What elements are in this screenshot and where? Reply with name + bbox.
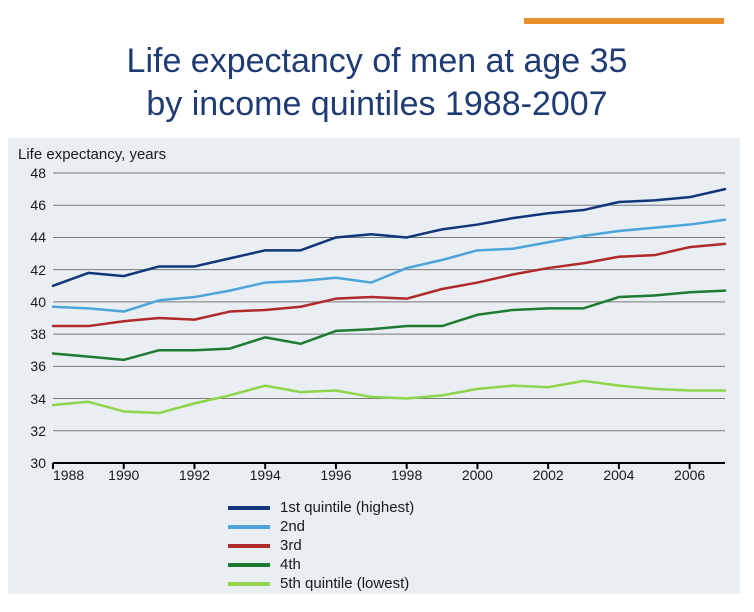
legend-item-q1: 1st quintile (highest): [228, 498, 414, 517]
legend-swatch: [228, 563, 270, 567]
series-q5: [53, 381, 725, 413]
y-tick-label: 38: [16, 326, 46, 342]
y-tick-label: 48: [16, 165, 46, 181]
x-tick-label: 1990: [108, 467, 139, 483]
legend-label: 2nd: [280, 518, 305, 535]
x-tick-label: 2002: [533, 467, 564, 483]
legend-swatch: [228, 582, 270, 586]
y-tick-label: 42: [16, 262, 46, 278]
title-line-2: by income quintiles 1988-2007: [146, 85, 607, 123]
title-line-1: Life expectancy of men at age 35: [127, 42, 628, 80]
x-tick-label: 1992: [179, 467, 210, 483]
y-tick-label: 32: [16, 423, 46, 439]
line-chart: [53, 173, 725, 463]
accent-bar: [524, 18, 724, 24]
y-tick-label: 36: [16, 358, 46, 374]
slide-title: Life expectancy of men at age 35 by inco…: [0, 40, 754, 125]
chart-panel: Life expectancy, years 30 32 34 36 38 40 42 44 4…: [8, 138, 740, 594]
y-tick-label: 30: [16, 455, 46, 471]
y-tick-label: 44: [16, 229, 46, 245]
x-tick-label: 2006: [674, 467, 705, 483]
slide: Life expectancy of men at age 35 by inco…: [0, 0, 754, 612]
x-tick-label: 1996: [320, 467, 351, 483]
y-axis-title: Life expectancy, years: [18, 146, 166, 163]
legend-item-q5: 5th quintile (lowest): [228, 574, 414, 593]
x-tick-label: 1998: [391, 467, 422, 483]
y-tick-label: 46: [16, 197, 46, 213]
legend-swatch: [228, 525, 270, 529]
y-tick-label: 40: [16, 294, 46, 310]
legend-swatch: [228, 544, 270, 548]
x-tick-label: 1988: [53, 467, 84, 483]
legend-item-q3: 3rd: [228, 536, 414, 555]
legend-label: 5th quintile (lowest): [280, 575, 409, 592]
legend-label: 4th: [280, 556, 301, 573]
legend: 1st quintile (highest) 2nd 3rd 4th 5th quint…: [228, 498, 414, 593]
legend-label: 3rd: [280, 537, 302, 554]
x-tick-label: 2000: [462, 467, 493, 483]
legend-swatch: [228, 506, 270, 510]
legend-item-q2: 2nd: [228, 517, 414, 536]
y-tick-label: 34: [16, 391, 46, 407]
series-q3: [53, 244, 725, 326]
legend-label: 1st quintile (highest): [280, 499, 414, 516]
x-tick-label: 2004: [603, 467, 634, 483]
legend-item-q4: 4th: [228, 555, 414, 574]
x-tick-label: 1994: [250, 467, 281, 483]
